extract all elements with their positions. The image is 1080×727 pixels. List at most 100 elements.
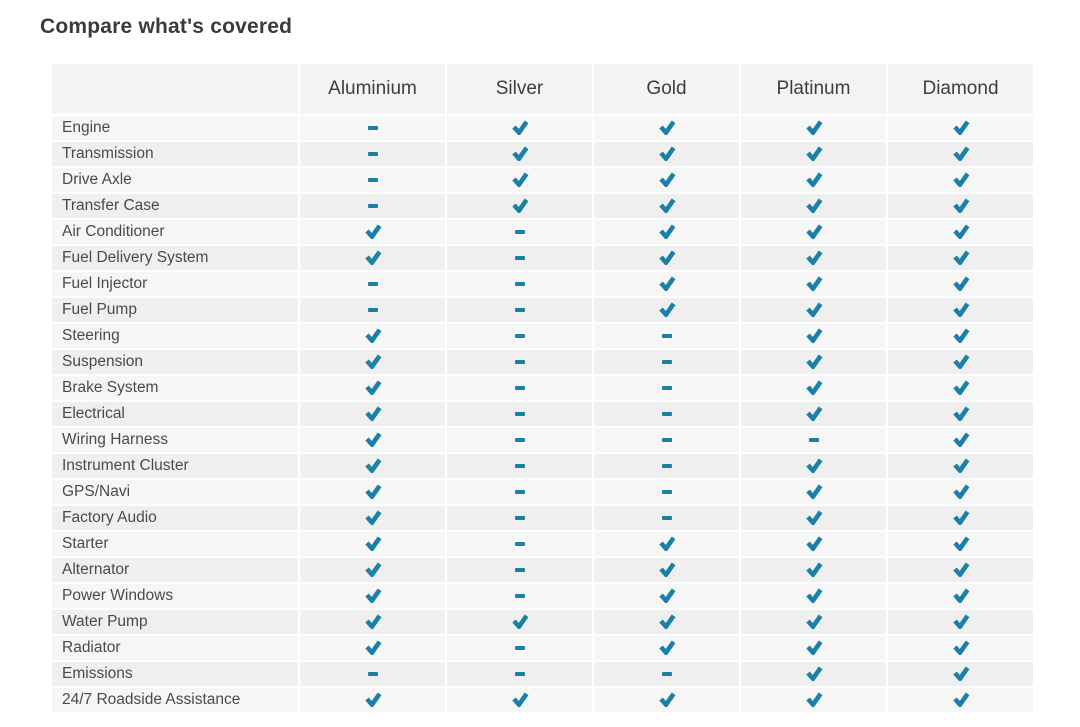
check-icon: [952, 588, 970, 604]
dash-icon: [367, 203, 378, 208]
dash-icon: [514, 255, 525, 260]
check-icon: [511, 120, 529, 136]
not-covered-cell: [594, 402, 739, 426]
covered-cell: [741, 402, 886, 426]
covered-cell: [741, 324, 886, 348]
dash-icon: [367, 125, 378, 130]
covered-cell: [741, 272, 886, 296]
table-row: Instrument Cluster: [52, 454, 1033, 478]
covered-cell: [594, 558, 739, 582]
not-covered-cell: [300, 662, 445, 686]
dash-icon: [661, 463, 672, 468]
covered-cell: [888, 116, 1033, 140]
row-label: 24/7 Roadside Assistance: [52, 688, 298, 712]
check-icon: [805, 588, 823, 604]
check-icon: [805, 380, 823, 396]
row-label: Electrical: [52, 402, 298, 426]
dash-icon: [367, 151, 378, 156]
covered-cell: [888, 428, 1033, 452]
row-label: Water Pump: [52, 610, 298, 634]
table-row: Steering: [52, 324, 1033, 348]
row-label: Air Conditioner: [52, 220, 298, 244]
check-icon: [364, 640, 382, 656]
covered-cell: [888, 454, 1033, 478]
covered-cell: [888, 324, 1033, 348]
page-title: Compare what's covered: [40, 15, 293, 38]
table-body: Engine Transmission Drive Axle Transfer Cas…: [52, 116, 1033, 712]
check-icon: [805, 536, 823, 552]
row-label: Brake System: [52, 376, 298, 400]
row-label: Drive Axle: [52, 168, 298, 192]
row-label: Steering: [52, 324, 298, 348]
covered-cell: [447, 116, 592, 140]
covered-cell: [741, 480, 886, 504]
not-covered-cell: [300, 168, 445, 192]
check-icon: [364, 406, 382, 422]
covered-cell: [888, 298, 1033, 322]
check-icon: [805, 510, 823, 526]
covered-cell: [741, 532, 886, 556]
not-covered-cell: [447, 298, 592, 322]
covered-cell: [741, 246, 886, 270]
check-icon: [364, 380, 382, 396]
covered-cell: [300, 506, 445, 530]
check-icon: [658, 536, 676, 552]
check-icon: [658, 692, 676, 708]
check-icon: [952, 328, 970, 344]
check-icon: [805, 614, 823, 630]
check-icon: [364, 562, 382, 578]
check-icon: [952, 510, 970, 526]
check-icon: [805, 302, 823, 318]
not-covered-cell: [741, 428, 886, 452]
dash-icon: [367, 671, 378, 676]
dash-icon: [661, 385, 672, 390]
check-icon: [952, 432, 970, 448]
covered-cell: [594, 584, 739, 608]
check-icon: [952, 562, 970, 578]
covered-cell: [888, 688, 1033, 712]
table-header-row: Aluminium Silver Gold Platinum Diamond: [52, 64, 1033, 114]
covered-cell: [888, 142, 1033, 166]
dash-icon: [514, 359, 525, 364]
not-covered-cell: [300, 272, 445, 296]
covered-cell: [300, 428, 445, 452]
check-icon: [364, 536, 382, 552]
check-icon: [364, 510, 382, 526]
check-icon: [952, 406, 970, 422]
covered-cell: [300, 610, 445, 634]
table-row: Power Windows: [52, 584, 1033, 608]
check-icon: [364, 354, 382, 370]
covered-cell: [888, 584, 1033, 608]
not-covered-cell: [594, 376, 739, 400]
table-row: Drive Axle: [52, 168, 1033, 192]
dash-icon: [514, 515, 525, 520]
not-covered-cell: [594, 350, 739, 374]
coverage-comparison-table: Aluminium Silver Gold Platinum Diamond Engin…: [50, 62, 1035, 714]
not-covered-cell: [447, 402, 592, 426]
covered-cell: [594, 246, 739, 270]
not-covered-cell: [594, 480, 739, 504]
row-label: Alternator: [52, 558, 298, 582]
check-icon: [658, 302, 676, 318]
dash-icon: [514, 593, 525, 598]
check-icon: [952, 224, 970, 240]
check-icon: [805, 640, 823, 656]
column-header-platinum: Platinum: [741, 64, 886, 114]
covered-cell: [300, 376, 445, 400]
covered-cell: [741, 558, 886, 582]
table-row: Engine: [52, 116, 1033, 140]
check-icon: [805, 120, 823, 136]
dash-icon: [514, 645, 525, 650]
not-covered-cell: [447, 350, 592, 374]
check-icon: [805, 562, 823, 578]
row-label: Transmission: [52, 142, 298, 166]
not-covered-cell: [594, 324, 739, 348]
dash-icon: [514, 281, 525, 286]
not-covered-cell: [447, 506, 592, 530]
covered-cell: [594, 272, 739, 296]
column-header-gold: Gold: [594, 64, 739, 114]
not-covered-cell: [447, 454, 592, 478]
table-row: 24/7 Roadside Assistance: [52, 688, 1033, 712]
not-covered-cell: [594, 662, 739, 686]
